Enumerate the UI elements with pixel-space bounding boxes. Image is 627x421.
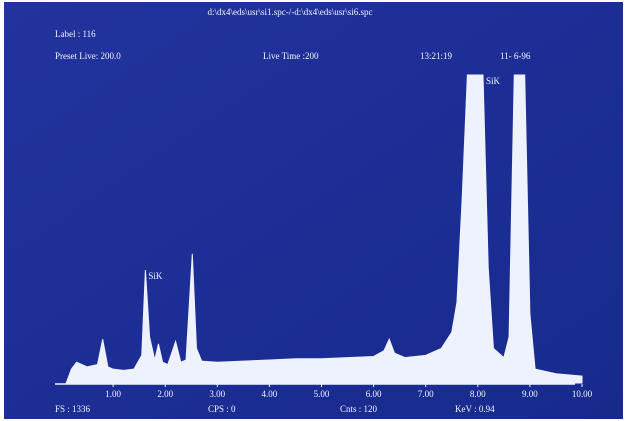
peak-label: SiK	[148, 271, 163, 281]
x-tick-label: 4.00	[262, 389, 278, 399]
status-cps: CPS : 0	[208, 404, 236, 414]
preset-live: Preset Live: 200.0	[55, 51, 121, 61]
date: 11- 6-96	[500, 51, 531, 61]
file-title: d:\dx4\eds\usr\si1.spc-/-d:\dx4\eds\usr\…	[208, 7, 373, 17]
x-tick-label: 8.00	[470, 389, 486, 399]
status-cnts: Cnts : 120	[340, 404, 378, 414]
label-line: Label : 116	[55, 29, 96, 39]
x-tick-label: 3.00	[209, 389, 225, 399]
live-time: Live Time :200	[263, 51, 319, 61]
time: 13:21:19	[420, 51, 453, 61]
x-tick-label: 1.00	[105, 389, 121, 399]
x-tick-label: 10.00	[572, 389, 593, 399]
x-tick-label: 5.00	[314, 389, 330, 399]
status-fs: FS : 1336	[55, 404, 91, 414]
status-kev: KeV : 0.94	[455, 404, 495, 414]
spectrum	[65, 74, 583, 384]
x-tick-label: 2.00	[157, 389, 173, 399]
x-tick-label: 6.00	[366, 389, 382, 399]
x-tick-label: 7.00	[418, 389, 434, 399]
x-tick-label: 9.00	[522, 389, 538, 399]
peak-label: SiK	[486, 76, 501, 86]
